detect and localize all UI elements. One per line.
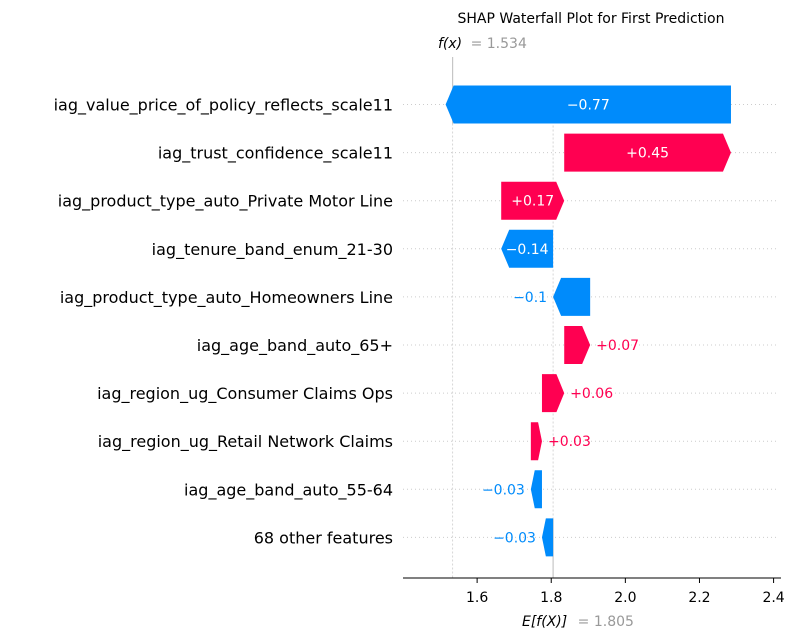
negative-bar — [541, 518, 554, 557]
bar-value-label: +0.03 — [548, 434, 591, 450]
feature-label: iag_region_ug_Retail Network Claims — [98, 432, 393, 452]
bar-value-label: +0.07 — [596, 338, 639, 354]
feature-label: iag_value_price_of_policy_reflects_scale… — [54, 96, 393, 116]
fx-label: f(x) — [438, 36, 462, 52]
feature-labels: iag_value_price_of_policy_reflects_scale… — [54, 96, 393, 548]
ex-value: = 1.805 — [578, 614, 634, 630]
feature-label: iag_trust_confidence_scale11 — [158, 144, 393, 164]
feature-label: iag_age_band_auto_55-64 — [184, 480, 393, 500]
bar-value-label: +0.06 — [570, 386, 613, 402]
x-tick-label: 2.2 — [688, 590, 710, 606]
fx-value: = 1.534 — [471, 36, 527, 52]
waterfall-bars: −0.77 +0.45 +0.17 −0.14 −0.1 +0.07 +0.06 +0.03 −… — [445, 85, 731, 557]
x-tick-label: 1.8 — [540, 590, 562, 606]
ex-annotation: E[f(X)] = 1.805 — [522, 614, 634, 630]
feature-label: 68 other features — [254, 528, 393, 547]
negative-bar — [445, 85, 731, 124]
positive-bar — [564, 133, 731, 172]
chart-title: SHAP Waterfall Plot for First Prediction — [457, 11, 724, 27]
feature-label: iag_tenure_band_enum_21-30 — [152, 240, 393, 260]
ex-label: E[f(X)] — [522, 614, 567, 630]
bar-value-label: −0.1 — [513, 290, 547, 306]
bar-value-label: −0.03 — [482, 482, 525, 498]
feature-label: iag_age_band_auto_65+ — [197, 336, 393, 356]
bar-value-label: +0.45 — [626, 146, 669, 162]
negative-bar — [501, 229, 554, 268]
positive-bar — [530, 422, 542, 461]
fx-annotation: f(x) = 1.534 — [438, 36, 527, 52]
bar-value-label: −0.77 — [567, 98, 610, 114]
x-tick-label: 1.6 — [466, 590, 488, 606]
positive-bar — [564, 326, 591, 364]
feature-label: iag_product_type_auto_Homeowners Line — [60, 288, 393, 308]
negative-bar — [553, 277, 591, 316]
negative-bar — [530, 470, 542, 509]
x-tick-label: 2.0 — [614, 590, 636, 606]
feature-label: iag_product_type_auto_Private Motor Line — [58, 192, 393, 212]
x-axis: 1.6 1.8 2.0 2.2 2.4 — [403, 577, 785, 606]
feature-label: iag_region_ug_Consumer Claims Ops — [97, 384, 393, 404]
bar-value-label: +0.17 — [511, 194, 554, 210]
positive-bar — [541, 374, 565, 413]
positive-bar — [501, 181, 565, 220]
bar-value-label: −0.14 — [506, 242, 549, 258]
x-tick-label: 2.4 — [762, 590, 784, 606]
bar-value-label: −0.03 — [493, 530, 536, 546]
